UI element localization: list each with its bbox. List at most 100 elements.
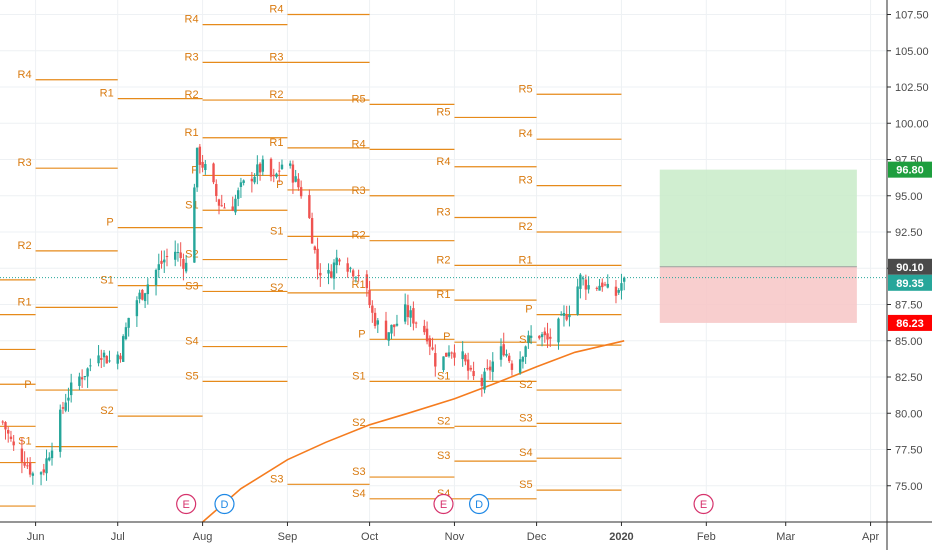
- price-tag-label: 96.80: [896, 165, 924, 177]
- pivot-level-label: R3: [519, 175, 533, 187]
- candle-body: [538, 335, 541, 339]
- earnings-marker[interactable]: E: [433, 493, 454, 515]
- x-tick-label: Mar: [776, 531, 795, 543]
- candle-body: [212, 163, 215, 183]
- candle-body: [466, 359, 470, 371]
- candle-body: [464, 354, 467, 362]
- price-tag-box: [888, 314, 932, 331]
- earnings-marker[interactable]: E: [176, 493, 197, 515]
- price-tag-label: 90.10: [896, 262, 924, 274]
- candle-body: [182, 259, 185, 269]
- pivot-level-label: S2: [437, 415, 450, 427]
- candle-body: [1, 421, 4, 423]
- price-tag-box: [888, 161, 932, 178]
- candle-body: [390, 324, 393, 334]
- pivot-level-label: S3: [185, 280, 198, 292]
- y-tick-label: 82.50: [895, 372, 923, 384]
- candle-body: [83, 376, 87, 378]
- pivot-level-label: P: [525, 304, 532, 316]
- candle-body: [510, 363, 514, 370]
- candle-body: [620, 283, 623, 291]
- candle-body: [223, 207, 226, 209]
- pivot-level-label: R3: [269, 51, 283, 63]
- candle-body: [434, 353, 437, 367]
- y-tick-label: 80.00: [895, 408, 923, 420]
- candle-body: [127, 317, 130, 328]
- dividend-marker[interactable]: D: [468, 493, 490, 515]
- pivot-level-label: S2: [352, 417, 365, 429]
- candle-body: [409, 310, 412, 318]
- candlesticks[interactable]: [1, 143, 626, 486]
- candle-body: [275, 173, 278, 177]
- candle-body: [4, 422, 7, 430]
- dividend-marker[interactable]: D: [214, 493, 235, 515]
- candle-body: [69, 382, 73, 396]
- candle-body: [198, 146, 202, 165]
- stop-zone: [659, 266, 857, 323]
- candle-body: [332, 262, 336, 279]
- event-marker-label: E: [182, 499, 189, 511]
- candle-body: [330, 271, 333, 278]
- candle-body: [12, 441, 15, 446]
- candle-body: [447, 352, 451, 357]
- candle-body: [357, 275, 360, 277]
- candle-body: [45, 458, 48, 474]
- pivot-level-label: R3: [18, 157, 32, 169]
- candle-body: [365, 274, 369, 289]
- candle-body: [581, 278, 585, 280]
- x-tick-label: Jun: [27, 531, 45, 543]
- candle-body: [601, 282, 604, 288]
- candle-body: [23, 462, 26, 466]
- pivot-level-label: S3: [270, 473, 283, 485]
- candle-body: [108, 360, 111, 362]
- candle-body: [278, 170, 281, 172]
- candle-body: [584, 279, 588, 290]
- candle-body: [195, 147, 199, 188]
- candle-body: [316, 248, 319, 270]
- candle-body: [505, 353, 508, 356]
- pivot-level-label: S3: [352, 466, 365, 478]
- candle-body: [349, 267, 352, 269]
- candle-body: [565, 315, 568, 320]
- pivot-level-label: S2: [100, 405, 113, 417]
- pivot-level-label: S2: [519, 379, 532, 391]
- candle-body: [521, 357, 525, 362]
- candle-body: [165, 256, 169, 258]
- candle-body: [617, 290, 620, 293]
- pivot-level-label: R1: [185, 127, 199, 139]
- y-tick-label: 105.00: [895, 46, 929, 58]
- pivot-level-label: R2: [436, 254, 450, 266]
- pivot-level-label: P: [358, 328, 365, 340]
- candle-body: [319, 272, 322, 276]
- candle-body: [272, 174, 275, 177]
- candle-body: [258, 163, 262, 173]
- candle-body: [102, 352, 106, 358]
- candle-body: [201, 161, 204, 168]
- pivot-level-label: S1: [185, 199, 198, 211]
- y-tick-label: 77.50: [895, 445, 923, 457]
- moving-average: [202, 340, 625, 523]
- candle-body: [371, 305, 374, 313]
- candle-body: [116, 354, 119, 364]
- x-tick-label: Nov: [445, 531, 465, 543]
- candle-body: [179, 252, 182, 259]
- y-tick-label: 87.50: [895, 300, 923, 312]
- pivot-level-label: R4: [519, 128, 533, 140]
- candle-body: [146, 284, 150, 295]
- earnings-marker[interactable]: E: [693, 493, 714, 515]
- position-zones[interactable]: [659, 169, 857, 323]
- candle-body: [42, 469, 46, 473]
- candle-body: [518, 359, 522, 373]
- candle-body: [89, 365, 92, 367]
- pivot-level-label: R1: [269, 137, 283, 149]
- candle-body: [568, 314, 571, 318]
- candle-body: [393, 324, 396, 328]
- pivot-level-label: R1: [352, 279, 366, 291]
- pivot-level-label: P: [443, 331, 450, 343]
- candle-body: [472, 371, 475, 377]
- pivot-level-label: S1: [352, 370, 365, 382]
- candle-body: [100, 357, 103, 360]
